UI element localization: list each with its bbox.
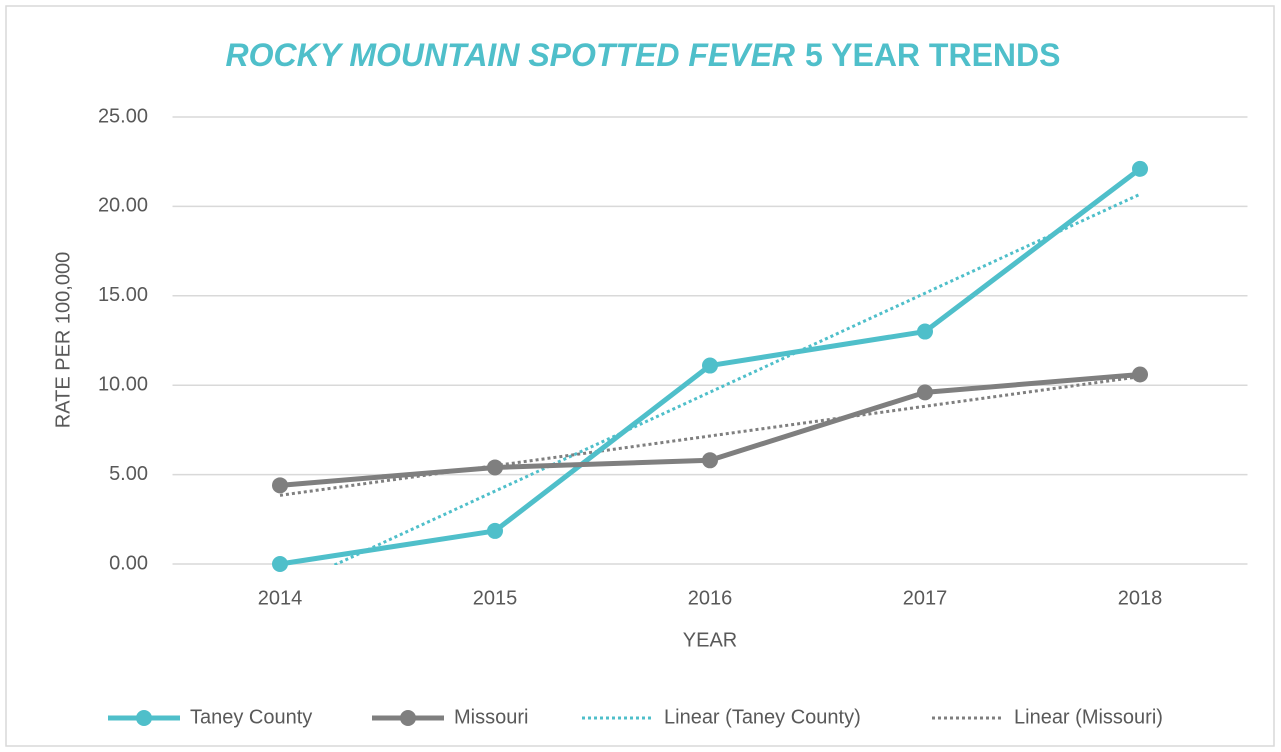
y-tick-label: 5.00 xyxy=(109,463,148,485)
y-tick-label: 15.00 xyxy=(98,284,148,306)
y-axis-label: RATE PER 100,000 xyxy=(52,252,74,428)
title-part: 5 YEAR TRENDS xyxy=(805,37,1060,73)
x-axis-label: YEAR xyxy=(683,629,737,651)
chart-title: ROCKY MOUNTAIN SPOTTED FEVER 5 YEAR TREND… xyxy=(226,37,1061,73)
legend-marker xyxy=(400,710,416,726)
legend-label: Linear (Missouri) xyxy=(1014,706,1163,728)
y-tick-label: 0.00 xyxy=(109,552,148,574)
legend-label: Missouri xyxy=(454,706,528,728)
chart-border xyxy=(5,5,1275,747)
data-point xyxy=(272,556,288,572)
data-point xyxy=(272,477,288,494)
data-point xyxy=(1132,160,1148,177)
x-tick-label: 2018 xyxy=(1118,587,1163,609)
data-point xyxy=(702,452,718,469)
x-tick-label: 2014 xyxy=(258,587,303,609)
x-tick-label: 2017 xyxy=(903,587,948,609)
data-point xyxy=(917,323,933,340)
legend-marker xyxy=(136,710,152,726)
x-tick-label: 2015 xyxy=(473,587,518,609)
x-tick-label: 2016 xyxy=(688,587,733,609)
trendline xyxy=(330,192,1141,565)
y-tick-label: 25.00 xyxy=(98,105,148,127)
y-tick-label: 10.00 xyxy=(98,373,148,395)
legend-label: Taney County xyxy=(190,706,312,728)
data-point xyxy=(917,384,933,401)
data-point xyxy=(702,357,718,374)
title-part: ROCKY MOUNTAIN SPOTTED FEVER xyxy=(226,37,796,73)
legend-label: Linear (Taney County) xyxy=(664,706,861,728)
data-point xyxy=(487,459,503,476)
data-point xyxy=(1132,366,1148,383)
y-tick-label: 20.00 xyxy=(98,195,148,217)
data-point xyxy=(487,522,503,539)
